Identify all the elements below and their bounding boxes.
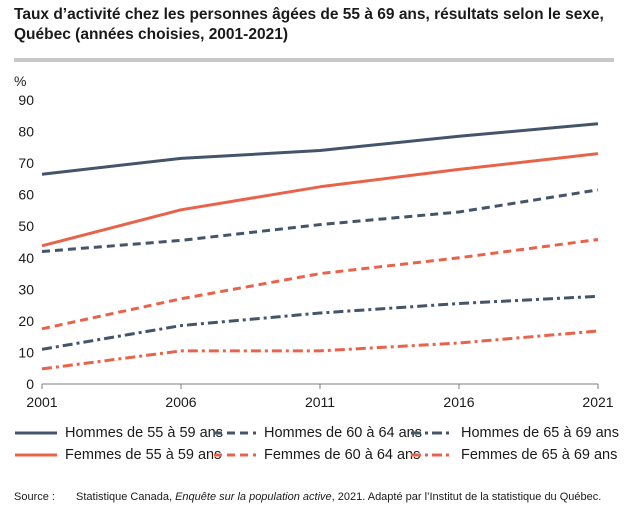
source-label: Source : bbox=[14, 491, 55, 503]
legend-item-hommes-60-64: Hommes de 60 à 64 ans bbox=[213, 425, 422, 441]
x-tick-label: 2021 bbox=[582, 394, 613, 410]
x-axis-ticks: 2001 2006 2011 2016 2021 bbox=[26, 384, 614, 410]
legend-swatch-hommes-65-69 bbox=[411, 431, 453, 435]
legend-swatch-femmes-65-69 bbox=[411, 453, 453, 457]
series-line-6 bbox=[41, 329, 599, 371]
y-tick-label: 80 bbox=[18, 124, 34, 140]
x-tick-label: 2006 bbox=[165, 394, 196, 410]
y-tick-label: 30 bbox=[18, 281, 34, 297]
y-tick-label: 90 bbox=[18, 92, 34, 108]
legend-swatch-femmes-55-59 bbox=[15, 453, 57, 457]
legend-label-femmes-65-69: Femmes de 65 à 69 ans bbox=[461, 447, 618, 463]
title-divider bbox=[14, 58, 614, 62]
y-tick-label: 20 bbox=[18, 313, 34, 329]
series-line-3 bbox=[41, 294, 599, 351]
source-text-part-2: , 2021. Adapté par l’Institut de la stat… bbox=[331, 491, 602, 503]
legend-label-hommes-55-59: Hommes de 55 à 59 ans bbox=[65, 425, 223, 441]
y-axis-label: % bbox=[14, 73, 26, 89]
x-tick-label: 2001 bbox=[26, 394, 57, 410]
chart-title-line-1: Taux d’activité chez les personnes âgées… bbox=[14, 6, 604, 23]
legend-label-hommes-60-64: Hommes de 60 à 64 ans bbox=[264, 425, 422, 441]
y-tick-label: 50 bbox=[18, 218, 34, 234]
source-text-italic: Enquête sur la population active bbox=[175, 491, 332, 503]
legend-item-femmes-55-59: Femmes de 55 à 59 ans bbox=[14, 447, 221, 463]
legend-label-femmes-55-59: Femmes de 55 à 59 ans bbox=[65, 447, 222, 463]
legend-item-femmes-60-64: Femmes de 60 à 64 ans bbox=[213, 447, 420, 463]
series-line-4 bbox=[41, 152, 599, 248]
x-tick-label: 2016 bbox=[443, 394, 474, 410]
legend-row-1: Hommes de 55 à 59 ans Hommes de 60 à 64 … bbox=[14, 425, 624, 445]
source-text: Statistique Canada, Enquête sur la popul… bbox=[76, 490, 616, 504]
legend-label-femmes-60-64: Femmes de 60 à 64 ans bbox=[264, 447, 421, 463]
series-line-2 bbox=[41, 188, 599, 253]
legend-swatch-femmes-60-64 bbox=[214, 453, 256, 457]
series-line-5 bbox=[41, 238, 599, 331]
y-tick-label: 0 bbox=[26, 376, 34, 392]
source-text-part-1: Statistique Canada, bbox=[76, 491, 176, 503]
x-tick-label: 2011 bbox=[305, 394, 335, 410]
legend-swatch-hommes-55-59 bbox=[15, 431, 57, 435]
y-tick-label: 10 bbox=[18, 344, 34, 360]
chart-title-line-2: Québec (années choisies, 2001-2021) bbox=[14, 26, 288, 43]
y-tick-label: 60 bbox=[18, 187, 34, 203]
y-axis-ticks: 0 10 20 30 40 50 60 70 80 90 bbox=[18, 92, 34, 392]
y-tick-label: 70 bbox=[18, 155, 34, 171]
legend-item-femmes-65-69: Femmes de 65 à 69 ans bbox=[410, 447, 617, 463]
series-lines bbox=[41, 122, 599, 371]
legend-item-hommes-65-69: Hommes de 65 à 69 ans bbox=[410, 425, 619, 441]
chart-title: Taux d’activité chez les personnes âgées… bbox=[14, 5, 614, 45]
legend-label-hommes-65-69: Hommes de 65 à 69 ans bbox=[461, 425, 619, 441]
legend-row-2: Femmes de 55 à 59 ans Femmes de 60 à 64 … bbox=[14, 447, 624, 467]
legend-swatch-hommes-60-64 bbox=[214, 431, 256, 435]
series-line-1 bbox=[41, 122, 599, 176]
y-tick-label: 40 bbox=[18, 250, 34, 266]
legend-item-hommes-55-59: Hommes de 55 à 59 ans bbox=[14, 425, 223, 441]
